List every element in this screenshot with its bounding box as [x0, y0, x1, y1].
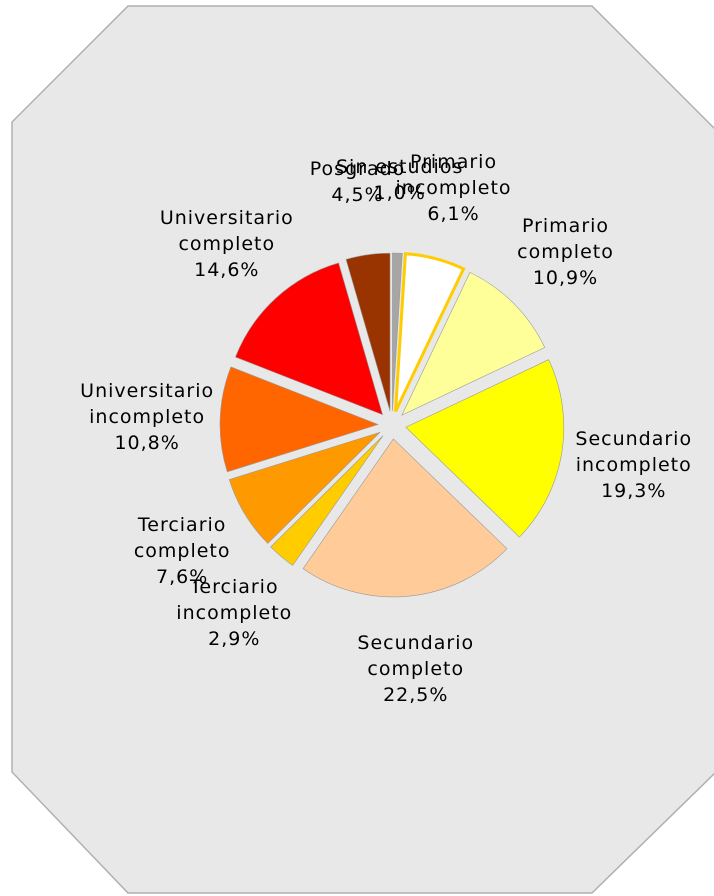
value-label: 22,5% — [383, 683, 449, 706]
pie-slice — [405, 359, 565, 538]
pie-slice — [219, 366, 379, 473]
category-label: Universitario incompleto — [80, 379, 215, 428]
value-label: 4,5% — [331, 184, 384, 207]
background — [11, 5, 714, 894]
value-label: 19,3% — [601, 479, 667, 502]
category-label: Sin estudios — [335, 156, 464, 179]
category-label: Primario incompleto — [395, 150, 512, 199]
category-label: Secundario completo — [357, 631, 475, 680]
value-label: 14,6% — [194, 259, 260, 282]
pie-slice — [270, 435, 384, 566]
slice-label: Terciario incompleto 2,9% — [159, 574, 309, 652]
value-label: 2,9% — [208, 627, 261, 650]
value-label: 6,1% — [427, 202, 480, 225]
slice-label: Primario completo 10,9% — [491, 213, 641, 291]
pie-slice — [401, 272, 546, 416]
pie-slice — [228, 431, 381, 544]
value-label: 1,0% — [373, 182, 426, 205]
pie-slice — [394, 252, 466, 413]
pie-slice — [235, 262, 384, 416]
slice-label: Universitario completo 14,6% — [152, 205, 302, 283]
category-label: Terciario incompleto — [176, 575, 293, 624]
slice-label: Posgrado 4,5% — [283, 156, 433, 208]
pie-slice — [345, 252, 391, 412]
category-label: Posgrado — [309, 158, 406, 181]
category-label: Universitario completo — [159, 207, 294, 256]
pie-slice — [302, 438, 508, 598]
slice-label: Primario incompleto 6,1% — [379, 149, 529, 227]
slice-label: Terciario completo 7,6% — [107, 512, 257, 590]
slice-label: Secundario incompleto 19,3% — [559, 426, 709, 504]
value-label: 10,9% — [532, 267, 599, 290]
category-label: Terciario completo — [133, 514, 231, 563]
slice-label: Sin estudios 1,0% — [325, 154, 475, 206]
value-label: 7,6% — [156, 566, 209, 589]
pie-slice — [392, 252, 403, 412]
slice-label: Universitario incompleto 10,8% — [72, 378, 222, 456]
category-label: Secundario incompleto — [575, 427, 693, 476]
slice-label: Secundario completo 22,5% — [341, 630, 491, 708]
category-label: Primario completo — [517, 215, 614, 264]
value-label: 10,8% — [114, 431, 180, 454]
